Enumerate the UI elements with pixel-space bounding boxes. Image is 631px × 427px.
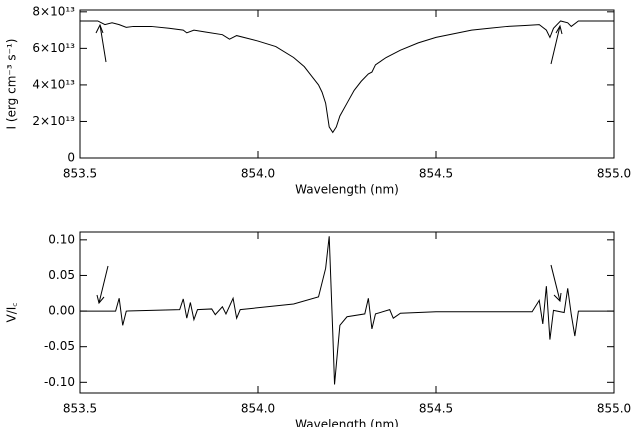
x-axis-label: Wavelength (nm) xyxy=(295,418,399,427)
y-tick-label: 8×10¹³ xyxy=(32,4,75,18)
y-axis-label: V/I꜀ xyxy=(5,303,19,323)
y-tick-label: -0.10 xyxy=(44,375,75,389)
x-tick-label: 854.0 xyxy=(241,167,275,181)
y-tick-label: 0 xyxy=(67,151,75,165)
y-tick-label: 0.00 xyxy=(48,304,75,318)
x-tick-label: 855.0 xyxy=(597,402,631,416)
x-tick-label: 853.5 xyxy=(63,402,97,416)
y-tick-label: -0.05 xyxy=(44,339,75,353)
x-tick-label: 854.0 xyxy=(241,402,275,416)
line xyxy=(80,236,614,385)
y-tick-label: 0.10 xyxy=(48,232,75,246)
y-tick-label: 2×10¹³ xyxy=(32,114,75,128)
y-axis-label: I (erg cm⁻³ s⁻¹) xyxy=(5,39,19,130)
x-tick-label: 853.5 xyxy=(63,167,97,181)
line xyxy=(80,20,614,134)
y-tick-label: 6×10¹³ xyxy=(32,41,75,55)
x-tick-label: 854.5 xyxy=(419,402,453,416)
y-tick-label: 0.05 xyxy=(48,268,75,282)
x-axis-label: Wavelength (nm) xyxy=(295,183,399,197)
x-tick-label: 855.0 xyxy=(597,167,631,181)
plot-frame xyxy=(79,9,615,159)
plot-frame xyxy=(79,231,615,394)
y-tick-label: 4×10¹³ xyxy=(32,77,75,91)
x-tick-label: 854.5 xyxy=(419,167,453,181)
arrows xyxy=(95,23,563,305)
